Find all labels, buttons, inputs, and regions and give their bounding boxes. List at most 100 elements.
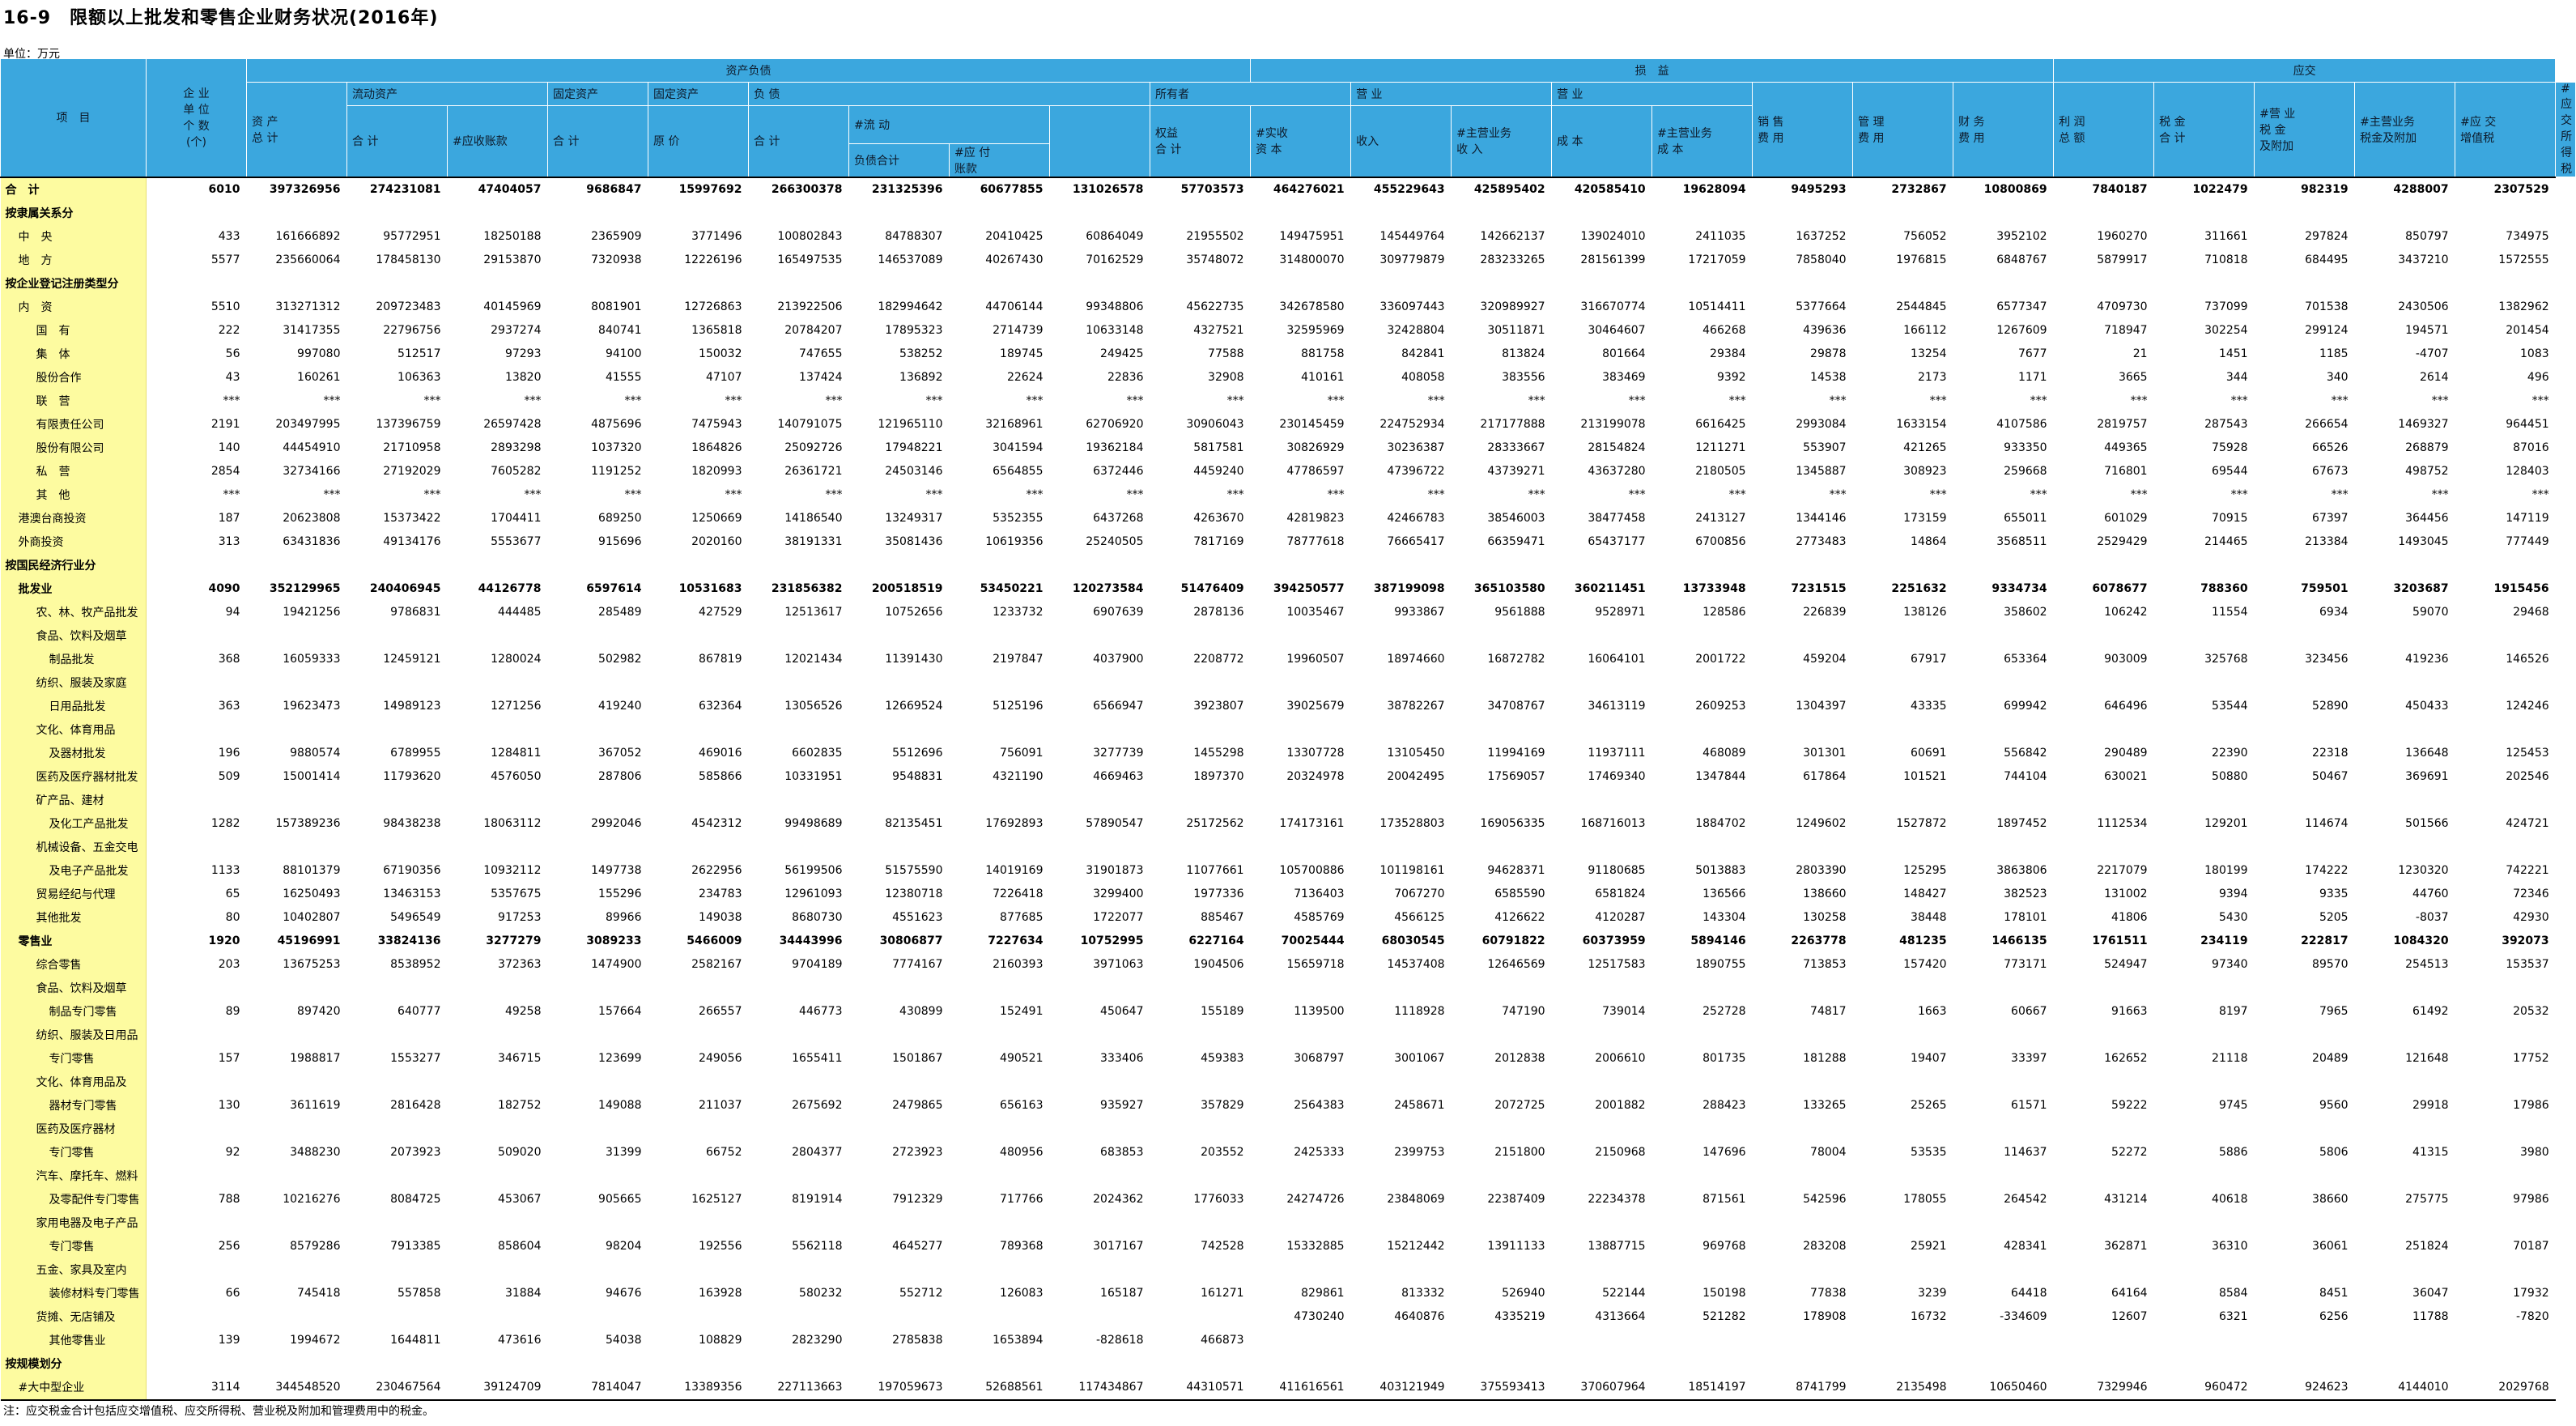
cell-value: 1233732 <box>993 606 1044 619</box>
cell-value <box>1753 1117 1853 1141</box>
cell-value: 1644811 <box>390 1334 441 1347</box>
cell-value: 747190 <box>1502 1005 1545 1018</box>
cell-value: 501566 <box>2405 817 2449 830</box>
cell-value: 419240 <box>598 700 642 713</box>
cell-value: 6616425 <box>1695 418 1746 431</box>
cell-value <box>548 1305 648 1329</box>
cell-value <box>1552 1352 1652 1376</box>
cell-value <box>1150 789 1251 812</box>
cell-value: 6564855 <box>993 465 1044 478</box>
cell-value: 252728 <box>1702 1005 1746 1018</box>
cell-value: 254513 <box>2405 958 2449 971</box>
cell-value: 788 <box>218 1193 240 1206</box>
table-row: 纺织、服装及家庭 <box>0 670 2576 695</box>
cell-value <box>1251 671 1351 695</box>
cell-value: 25921 <box>1911 1240 1947 1253</box>
cell-value: 53450221 <box>980 582 1044 595</box>
cell-value: 51575590 <box>885 864 943 877</box>
cell-value: 3952102 <box>1996 230 2047 243</box>
row-label: 按隶属关系分 <box>0 201 147 225</box>
cell-value: 6585590 <box>1494 888 1545 900</box>
cell-value: 469016 <box>699 747 742 760</box>
cell-value: 39124709 <box>447 1375 548 1401</box>
cell-value: *** <box>1327 394 1345 407</box>
cell-value <box>1351 789 1452 812</box>
cell-value <box>1150 1071 1251 1094</box>
cell-value: 20324978 <box>1286 770 1345 783</box>
cell-value: 38448 <box>1911 911 1947 924</box>
cell-value: 459204 <box>1803 653 1847 666</box>
cell-value: 850797 <box>2405 230 2449 243</box>
cell-value <box>1452 202 1552 225</box>
cell-value: 34708767 <box>1487 700 1545 713</box>
cell-value: 2001882 <box>1595 1099 1646 1112</box>
cell-value <box>2455 836 2556 859</box>
cell-value: 275775 <box>2405 1193 2449 1206</box>
cell-value: 45622735 <box>1186 300 1244 313</box>
cell-value <box>548 836 648 859</box>
row-label: 贸易经纪与代理 <box>0 882 147 906</box>
cell-value <box>247 202 347 225</box>
cell-value: 653364 <box>2004 653 2047 666</box>
row-label: 器材专门零售 <box>0 1093 147 1117</box>
cell-value: 9335 <box>2319 888 2349 900</box>
header-fixed-assets: 固定资产 <box>547 82 648 106</box>
row-label: 按国民经济行业分 <box>0 553 147 577</box>
cell-value: 161271 <box>1201 1287 1244 1300</box>
header-assets-liabilities: 资产负债 <box>245 58 1252 83</box>
cell-value <box>849 789 950 812</box>
cell-value <box>1150 1164 1251 1188</box>
cell-value <box>2455 1329 2556 1352</box>
cell-value <box>448 554 548 577</box>
cell-value <box>849 1164 950 1188</box>
cell-value: 148427 <box>1903 888 1947 900</box>
cell-value <box>950 1211 1050 1235</box>
cell-value: 2816428 <box>390 1099 441 1112</box>
cell-value <box>1351 554 1452 577</box>
cell-value: 140 <box>218 441 240 454</box>
cell-value: 1976815 <box>1896 253 1947 266</box>
cell-value: 65437177 <box>1588 535 1646 548</box>
cell-value: 28154824 <box>1588 441 1646 454</box>
cell-value <box>1753 1024 1853 1047</box>
cell-value: 13249317 <box>885 512 943 525</box>
cell-value: 5125196 <box>993 700 1044 713</box>
table-row: 其 他 *** *** *** *** *** *** *** *** *** *** *** *** *… <box>0 483 2576 507</box>
cell-value <box>1652 272 1753 296</box>
cell-value <box>1953 1117 2054 1141</box>
cell-value: 40145969 <box>483 300 542 313</box>
cell-value <box>347 1071 448 1094</box>
cell-value: 553907 <box>1803 441 1847 454</box>
cell-value <box>2054 718 2154 742</box>
cell-value <box>1150 272 1251 296</box>
cell-value: 94628371 <box>1487 864 1545 877</box>
cell-value <box>2455 718 2556 742</box>
cell-value: *** <box>524 394 542 407</box>
cell-value <box>347 1211 448 1235</box>
cell-value: 2675692 <box>792 1099 843 1112</box>
cell-value <box>849 624 950 648</box>
cell-value: 11554 <box>2212 606 2248 619</box>
cell-value: 89966 <box>605 911 642 924</box>
cell-value: 157 <box>218 1052 240 1065</box>
cell-value: 94 <box>225 606 240 619</box>
cell-value: 38782267 <box>1387 700 1445 713</box>
cell-value: 60677855 <box>949 176 1050 202</box>
cell-value: 9686847 <box>547 176 648 202</box>
cell-value: *** <box>925 394 943 407</box>
cell-value: 3041594 <box>993 441 1044 454</box>
cell-value: 1344146 <box>1796 512 1847 525</box>
cell-value <box>1251 836 1351 859</box>
cell-value <box>1251 1258 1351 1282</box>
cell-value <box>950 1258 1050 1282</box>
cell-value: 2263778 <box>1791 934 1847 947</box>
cell-value <box>1351 1164 1452 1188</box>
cell-value <box>2455 1071 2556 1094</box>
cell-value: 211037 <box>699 1099 742 1112</box>
cell-value: 80 <box>225 911 240 924</box>
cell-value: 147696 <box>1702 1146 1746 1159</box>
cell-value <box>1552 1329 1652 1352</box>
cell-value: 18514197 <box>1651 1375 1753 1401</box>
cell-value: 10216276 <box>283 1193 341 1206</box>
cell-value: 1977336 <box>1193 888 1244 900</box>
